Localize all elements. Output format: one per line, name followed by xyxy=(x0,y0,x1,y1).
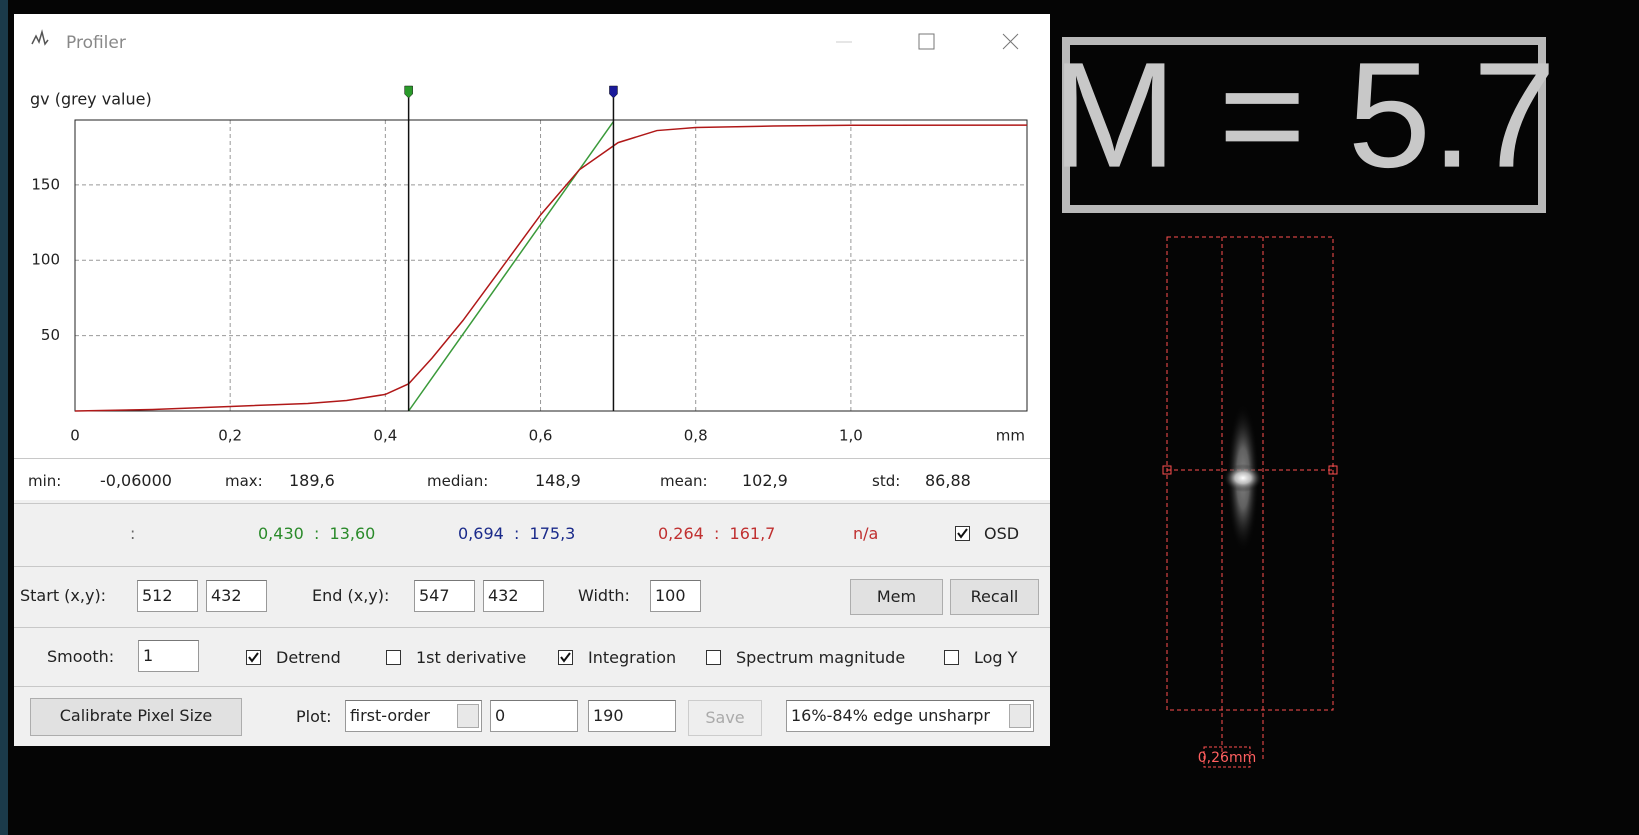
method-text: 16%-84% edge unsharpr xyxy=(791,706,990,725)
width-input[interactable]: 100 xyxy=(650,580,701,612)
option-label: Detrend xyxy=(276,648,341,668)
profile-line xyxy=(75,125,1027,411)
stat-label: std: xyxy=(872,471,900,491)
stat-label: min: xyxy=(28,471,61,491)
stat-value: 148,9 xyxy=(535,471,581,491)
check-mark xyxy=(956,527,969,540)
y-tick-label: 150 xyxy=(31,175,60,193)
spot xyxy=(1223,464,1263,492)
dropdown-arrow[interactable] xyxy=(1009,704,1031,728)
plot-frame xyxy=(75,120,1027,411)
separator xyxy=(14,566,1050,567)
plot-max[interactable]: 190 xyxy=(588,700,676,732)
start-y[interactable]: 432 xyxy=(206,580,267,612)
check-path xyxy=(561,653,570,661)
plot-mode-text: first-order xyxy=(350,706,430,725)
stat-value: 102,9 xyxy=(742,471,788,491)
stat-label: max: xyxy=(225,471,263,491)
marker-readout: 0,694 : 175,3 xyxy=(458,524,575,544)
close[interactable] xyxy=(1003,34,1018,49)
option-checkbox[interactable] xyxy=(558,650,573,665)
stat-value: 189,6 xyxy=(289,471,335,491)
smooth-input[interactable]: 1 xyxy=(138,640,199,672)
width-label: Width: xyxy=(578,586,630,606)
x-tick-label: 0,4 xyxy=(373,427,397,445)
dropdown-arrow[interactable] xyxy=(457,704,479,728)
page: Profiler M = 5.7 0,26mm gv (grey value) m… xyxy=(0,0,1639,835)
option-checkbox[interactable] xyxy=(386,650,401,665)
method-select[interactable]: 16%-84% edge unsharpr xyxy=(786,700,1034,732)
check-mark xyxy=(559,651,572,664)
stat-label: median: xyxy=(427,471,488,491)
x-tick-label: 0 xyxy=(70,427,80,445)
check-mark xyxy=(247,651,260,664)
x-tick-label: 0,6 xyxy=(529,427,553,445)
y-tick-label: 50 xyxy=(41,326,60,344)
smooth-label: Smooth: xyxy=(47,647,114,667)
start-x[interactable]: 512 xyxy=(137,580,198,612)
calibrate-button[interactable]: Calibrate Pixel Size xyxy=(30,698,242,736)
marker-readout: n/a xyxy=(853,524,878,544)
osd-checkbox[interactable] xyxy=(955,526,970,541)
plot-min[interactable]: 0 xyxy=(490,700,578,732)
separator xyxy=(14,686,1050,687)
x-unit: mm xyxy=(996,427,1025,445)
end-x[interactable]: 547 xyxy=(414,580,475,612)
option-label: Log Y xyxy=(974,648,1017,668)
stat-label: mean: xyxy=(660,471,708,491)
maximize[interactable] xyxy=(919,34,934,49)
marker-flag xyxy=(609,86,617,98)
marker-readout: : xyxy=(130,524,135,544)
option-checkbox[interactable] xyxy=(706,650,721,665)
marker-readout: 0,264 : 161,7 xyxy=(658,524,775,544)
x-tick-label: 0,2 xyxy=(218,427,242,445)
option-checkbox[interactable] xyxy=(246,650,261,665)
option-label: Spectrum magnitude xyxy=(736,648,905,668)
marker-readout: 0,430 : 13,60 xyxy=(258,524,375,544)
check-path xyxy=(958,529,967,537)
stat-value: 86,88 xyxy=(925,471,971,491)
mem-button[interactable]: Mem xyxy=(850,579,943,615)
separator xyxy=(14,627,1050,628)
end-label: End (x,y): xyxy=(312,586,389,606)
y-axis-label: gv (grey value) xyxy=(30,90,152,109)
option-label: Integration xyxy=(588,648,676,668)
option-label: 1st derivative xyxy=(416,648,526,668)
check-path xyxy=(249,653,258,661)
save-button[interactable]: Save xyxy=(688,700,762,736)
start-label: Start (x,y): xyxy=(20,586,106,606)
stat-value: -0,06000 xyxy=(100,471,172,491)
app-icon xyxy=(32,32,48,44)
separator xyxy=(14,458,1050,459)
separator xyxy=(14,503,1050,504)
recall-button[interactable]: Recall xyxy=(950,579,1039,615)
marker-flag xyxy=(405,86,413,98)
plot-mode[interactable]: first-order xyxy=(345,700,482,732)
fit-line xyxy=(409,122,614,411)
magnification: M = 5.7 xyxy=(1052,31,1556,199)
y-tick-label: 100 xyxy=(31,251,60,269)
x-tick-label: 0,8 xyxy=(684,427,708,445)
window-title: Profiler xyxy=(66,33,126,53)
option-checkbox[interactable] xyxy=(944,650,959,665)
osd-label: OSD xyxy=(984,524,1019,544)
width-label: 0,26mm xyxy=(1198,750,1256,766)
plot-label: Plot: xyxy=(296,707,332,727)
x-tick-label: 1,0 xyxy=(839,427,863,445)
end-y[interactable]: 432 xyxy=(483,580,544,612)
